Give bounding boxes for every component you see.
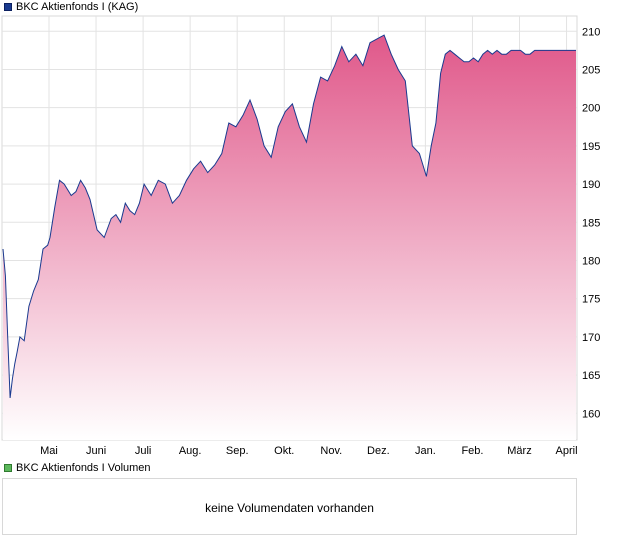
- x-tick-label: Juni: [86, 445, 106, 457]
- y-tick-label: 200: [582, 103, 600, 115]
- y-tick-label: 170: [582, 332, 600, 344]
- x-tick-label: Jan.: [415, 445, 436, 457]
- price-area: [3, 35, 576, 440]
- y-tick-label: 195: [582, 141, 600, 153]
- y-tick-label: 165: [582, 370, 600, 382]
- y-axis-labels: 160 165 170 175 180 185 190 195 200 205 210: [582, 26, 600, 420]
- x-tick-label: Feb.: [461, 445, 483, 457]
- price-legend-label: BKC Aktienfonds I (KAG): [16, 1, 139, 13]
- x-tick-label: Dez.: [367, 445, 390, 457]
- volume-legend-swatch: [4, 464, 12, 472]
- x-tick-label: Sep.: [226, 445, 249, 457]
- x-tick-label: Mai: [40, 445, 58, 457]
- x-tick-label: Okt.: [274, 445, 294, 457]
- price-line: [2, 34, 576, 399]
- volume-panel: keine Volumendaten vorhanden: [2, 478, 577, 535]
- volume-legend: BKC Aktienfonds I Volumen: [4, 461, 151, 475]
- x-tick-label: März: [507, 445, 531, 457]
- x-tick-label: April: [556, 445, 578, 457]
- x-tick-label: Juli: [135, 445, 152, 457]
- x-tick-label: Aug.: [179, 445, 202, 457]
- y-tick-label: 190: [582, 179, 600, 191]
- y-tick-label: 160: [582, 408, 600, 420]
- volume-empty-message: keine Volumendaten vorhanden: [205, 501, 374, 515]
- y-tick-label: 185: [582, 217, 600, 229]
- volume-legend-label: BKC Aktienfonds I Volumen: [16, 462, 151, 474]
- x-axis-labels: Mai Juni Juli Aug. Sep. Okt. Nov. Dez. Jan. Feb. M…: [40, 445, 577, 457]
- y-tick-label: 205: [582, 64, 600, 76]
- x-tick-label: Nov.: [320, 445, 342, 457]
- y-tick-label: 210: [582, 26, 600, 38]
- y-tick-label: 180: [582, 255, 600, 267]
- price-chart: 160 165 170 175 180 185 190 195 200 205 210 Mai Jun…: [1, 15, 600, 457]
- y-tick-label: 175: [582, 294, 600, 306]
- price-legend-swatch: [4, 3, 12, 11]
- price-legend: BKC Aktienfonds I (KAG): [4, 0, 138, 14]
